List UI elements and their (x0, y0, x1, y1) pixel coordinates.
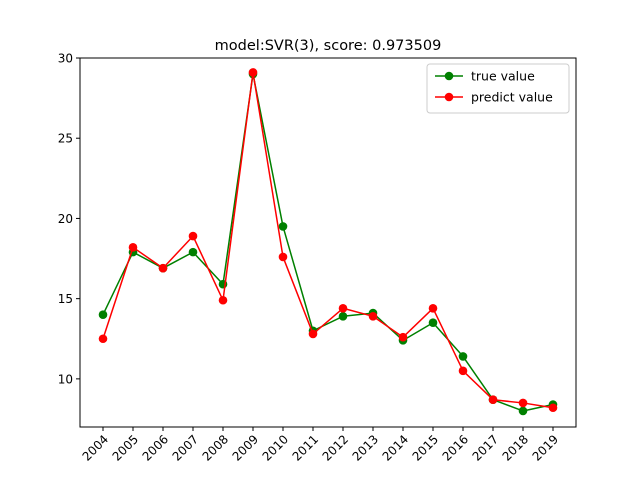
data-point (248, 68, 258, 77)
data-point (548, 403, 558, 413)
data-point (458, 352, 468, 361)
data-point (158, 263, 168, 273)
series-layer (98, 68, 558, 416)
legend-marker (444, 71, 454, 81)
data-point (338, 303, 348, 313)
legend-item: true value (435, 69, 535, 84)
data-point (188, 247, 198, 257)
y-tick-label: 10 (58, 372, 73, 386)
series-1 (98, 68, 558, 413)
data-point (368, 312, 378, 321)
legend-marker (444, 92, 454, 102)
y-tick-label: 15 (58, 292, 73, 306)
legend-label: predict value (471, 90, 553, 105)
data-point (488, 395, 498, 405)
data-point (308, 329, 318, 339)
data-point (398, 332, 408, 342)
data-point (278, 222, 288, 231)
data-point (518, 406, 528, 416)
series-line (102, 73, 554, 412)
data-point (428, 318, 438, 328)
data-point (218, 295, 228, 305)
plot-area (79, 57, 577, 428)
data-point (98, 334, 108, 344)
y-tick-label: 20 (58, 212, 73, 226)
y-tick-label: 30 (58, 52, 73, 66)
y-tick-label: 25 (58, 132, 73, 146)
data-point (278, 252, 288, 262)
data-point (188, 231, 198, 241)
data-point (428, 303, 438, 313)
chart-title: model:SVR(3), score: 0.973509 (215, 38, 442, 54)
legend-label: true value (471, 69, 535, 84)
data-point (338, 312, 348, 321)
legend-item: predict value (435, 90, 553, 105)
data-point (128, 243, 138, 252)
series-line (102, 71, 554, 409)
data-point (518, 398, 528, 408)
data-point (98, 310, 108, 319)
y-axis: 10 15 20 25 30 (58, 52, 80, 386)
legend: true value predict value (426, 63, 570, 114)
data-point (458, 366, 468, 376)
